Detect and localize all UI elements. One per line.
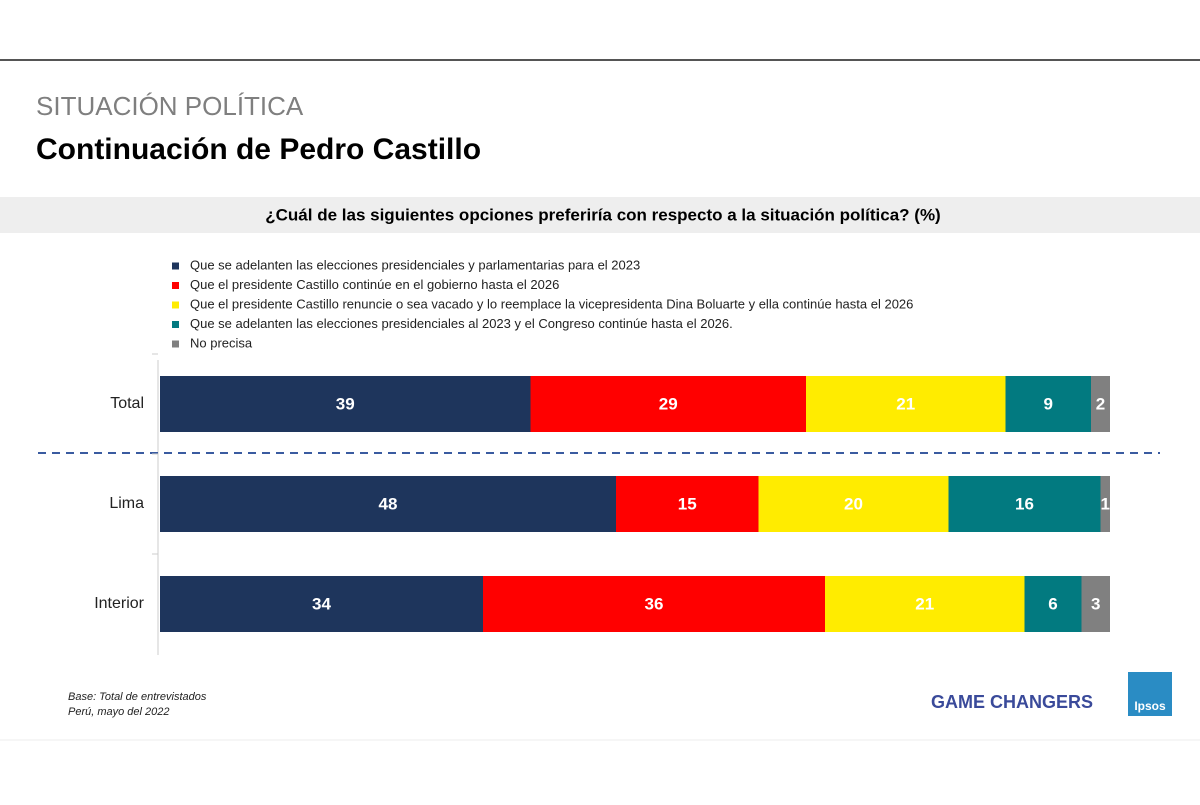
bar-segment	[1005, 376, 1091, 432]
section-title: SITUACIÓN POLÍTICA	[36, 91, 304, 121]
tagline: GAME CHANGERS	[931, 692, 1093, 712]
footnote: Perú, mayo del 2022	[68, 706, 170, 718]
data-label: 1	[1101, 494, 1110, 513]
legend-swatch	[172, 321, 179, 328]
legend-swatch	[172, 301, 179, 309]
data-label: 36	[645, 594, 664, 613]
legend-label: No precisa	[190, 335, 253, 350]
logo: Ipsos	[1134, 699, 1166, 713]
data-label: 39	[336, 394, 355, 413]
legend-label: Que se adelanten las elecciones presiden…	[190, 316, 733, 331]
bar-segment	[160, 476, 616, 532]
bar-segment	[1081, 576, 1110, 632]
data-label: 34	[312, 594, 331, 613]
data-label: 48	[379, 494, 398, 513]
y-tick-label: Interior	[94, 595, 144, 612]
data-label: 15	[678, 494, 697, 513]
data-label: 16	[1015, 494, 1034, 513]
bar-segment	[160, 376, 531, 432]
data-label: 21	[896, 394, 915, 413]
bar-segment	[825, 576, 1025, 632]
bar-segment	[948, 476, 1101, 532]
y-tick-label: Total	[110, 395, 144, 412]
bar-segment	[616, 476, 759, 532]
question-band	[0, 197, 1200, 233]
bar-segment	[483, 576, 825, 632]
bar-segment	[806, 376, 1006, 432]
data-label: 9	[1044, 394, 1053, 413]
bar-segment	[530, 376, 806, 432]
y-tick-label: Lima	[109, 495, 144, 512]
data-label: 6	[1048, 594, 1057, 613]
legend-label: Que se adelanten las elecciones presiden…	[190, 257, 640, 272]
logo-box	[1128, 672, 1172, 716]
data-label: 20	[844, 494, 863, 513]
data-label: 3	[1091, 594, 1100, 613]
bar-segment	[758, 476, 949, 532]
legend-swatch	[172, 340, 179, 348]
data-label: 21	[915, 594, 934, 613]
bar-segment	[1091, 376, 1110, 432]
question: ¿Cuál de las siguientes opciones preferi…	[265, 205, 940, 224]
legend-swatch	[172, 262, 179, 270]
slide-title: Continuación de Pedro Castillo	[36, 133, 481, 166]
legend-label: Que el presidente Castillo continúe en e…	[190, 277, 559, 292]
legend-label: Que el presidente Castillo renuncie o se…	[190, 296, 913, 311]
data-label: 2	[1096, 394, 1105, 413]
bar-segment	[1100, 476, 1110, 532]
bar-segment	[1024, 576, 1082, 632]
bar-segment	[160, 576, 483, 632]
footnote: Base: Total de entrevistados	[68, 691, 207, 703]
data-label: 29	[659, 394, 678, 413]
legend-swatch	[172, 282, 179, 289]
